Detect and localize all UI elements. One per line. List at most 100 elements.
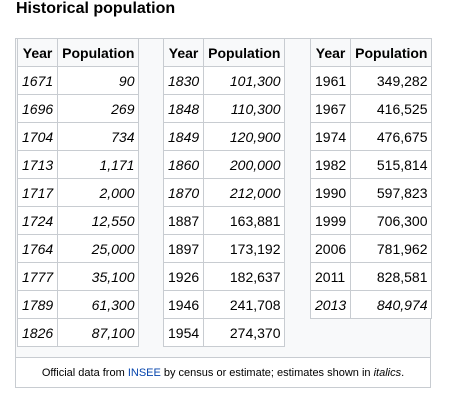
- population-cell: 840,974: [350, 290, 433, 319]
- population-cell: 101,300: [203, 66, 286, 95]
- section-title: Historical population: [16, 0, 176, 17]
- population-cell: 2,000: [57, 178, 140, 207]
- year-cell: 1717: [16, 178, 59, 207]
- year-cell: 1789: [16, 290, 59, 319]
- data-row: 1897 173,192: [162, 234, 286, 263]
- year-cell: 1897: [162, 234, 205, 263]
- population-cell: 416,525: [350, 94, 433, 123]
- year-cell: 1954: [162, 318, 205, 347]
- data-row: 1826 87,100: [16, 318, 140, 347]
- population-cell: 61,300: [57, 290, 140, 319]
- population-cell: 182,637: [203, 262, 286, 291]
- year-header: Year: [16, 38, 59, 67]
- year-cell: 1999: [309, 206, 352, 235]
- population-cell: 269: [57, 94, 140, 123]
- population-cell: 35,100: [57, 262, 140, 291]
- data-row: 1860 200,000: [162, 150, 286, 179]
- population-cell: 597,823: [350, 178, 433, 207]
- data-row: 1974 476,675: [309, 122, 433, 151]
- population-header: Population: [350, 38, 433, 67]
- population-cell: 241,708: [203, 290, 286, 319]
- data-row: 1999 706,300: [309, 206, 433, 235]
- data-row: 1696 269: [16, 94, 140, 123]
- population-table: Year Population 1830 101,300 1848 110,300 1849…: [162, 38, 286, 347]
- data-row: 1704 734: [16, 122, 140, 151]
- data-row: 1717 2,000: [16, 178, 140, 207]
- year-cell: 1696: [16, 94, 59, 123]
- data-row: 2013 840,974: [309, 290, 433, 319]
- year-cell: 1830: [162, 66, 205, 95]
- data-row: 1764 25,000: [16, 234, 140, 263]
- data-row: 1777 35,100: [16, 262, 140, 291]
- year-cell: 1860: [162, 150, 205, 179]
- header-row: Year Population: [162, 38, 286, 67]
- data-row: 1887 163,881: [162, 206, 286, 235]
- population-header: Population: [203, 38, 286, 67]
- year-cell: 2011: [309, 262, 352, 291]
- population-cell: 734: [57, 122, 140, 151]
- population-cell: 828,581: [350, 262, 433, 291]
- year-cell: 2006: [309, 234, 352, 263]
- population-cell: 706,300: [350, 206, 433, 235]
- year-cell: 1982: [309, 150, 352, 179]
- data-row: 1849 120,900: [162, 122, 286, 151]
- year-cell: 1946: [162, 290, 205, 319]
- population-cell: 212,000: [203, 178, 286, 207]
- data-row: 1671 90: [16, 66, 140, 95]
- year-cell: 1974: [309, 122, 352, 151]
- data-row: 1954 274,370: [162, 318, 286, 347]
- population-cell: 781,962: [350, 234, 433, 263]
- year-cell: 1926: [162, 262, 205, 291]
- year-cell: 1870: [162, 178, 205, 207]
- population-table: Year Population 1961 349,282 1967 416,525 1974…: [309, 38, 433, 319]
- population-header: Population: [57, 38, 140, 67]
- data-row: 1990 597,823: [309, 178, 433, 207]
- footer-text: by census or estimate; estimates shown i…: [160, 367, 374, 379]
- data-row: 1926 182,637: [162, 262, 286, 291]
- year-header: Year: [309, 38, 352, 67]
- data-row: 1961 349,282: [309, 66, 433, 95]
- year-header: Year: [162, 38, 205, 67]
- data-row: 1870 212,000: [162, 178, 286, 207]
- footer-text: .: [401, 367, 405, 379]
- year-cell: 1990: [309, 178, 352, 207]
- year-cell: 1724: [16, 206, 59, 235]
- population-cell: 476,675: [350, 122, 433, 151]
- population-cell: 1,171: [57, 150, 140, 179]
- year-cell: 1704: [16, 122, 59, 151]
- year-cell: 1961: [309, 66, 352, 95]
- population-cell: 274,370: [203, 318, 286, 347]
- year-cell: 1713: [16, 150, 59, 179]
- header-row: Year Population: [309, 38, 433, 67]
- year-cell: 1849: [162, 122, 205, 151]
- year-cell: 2013: [309, 290, 352, 319]
- population-cell: 200,000: [203, 150, 286, 179]
- data-row: 1982 515,814: [309, 150, 433, 179]
- table-footer: Official data from INSEE by census or es…: [15, 357, 431, 388]
- population-table: Year Population 1671 90 1696 269 1704 734 1713 1,…: [16, 38, 140, 347]
- data-row: 1848 110,300: [162, 94, 286, 123]
- source-link[interactable]: INSEE: [127, 367, 161, 379]
- data-row: 2006 781,962: [309, 234, 433, 263]
- footer-text: italics: [373, 367, 402, 379]
- data-row: 1724 12,550: [16, 206, 140, 235]
- data-row: 1946 241,708: [162, 290, 286, 319]
- population-cell: 25,000: [57, 234, 140, 263]
- population-cell: 349,282: [350, 66, 433, 95]
- data-row: 1830 101,300: [162, 66, 286, 95]
- year-cell: 1777: [16, 262, 59, 291]
- data-row: 1789 61,300: [16, 290, 140, 319]
- footer-text: Official data from: [41, 367, 128, 379]
- population-cell: 515,814: [350, 150, 433, 179]
- year-cell: 1764: [16, 234, 59, 263]
- population-cell: 90: [57, 66, 140, 95]
- population-cell: 163,881: [203, 206, 286, 235]
- data-row: 1967 416,525: [309, 94, 433, 123]
- population-cell: 173,192: [203, 234, 286, 263]
- population-cell: 110,300: [203, 94, 286, 123]
- population-cell: 12,550: [57, 206, 140, 235]
- year-cell: 1967: [309, 94, 352, 123]
- population-cell: 120,900: [203, 122, 286, 151]
- year-cell: 1671: [16, 66, 59, 95]
